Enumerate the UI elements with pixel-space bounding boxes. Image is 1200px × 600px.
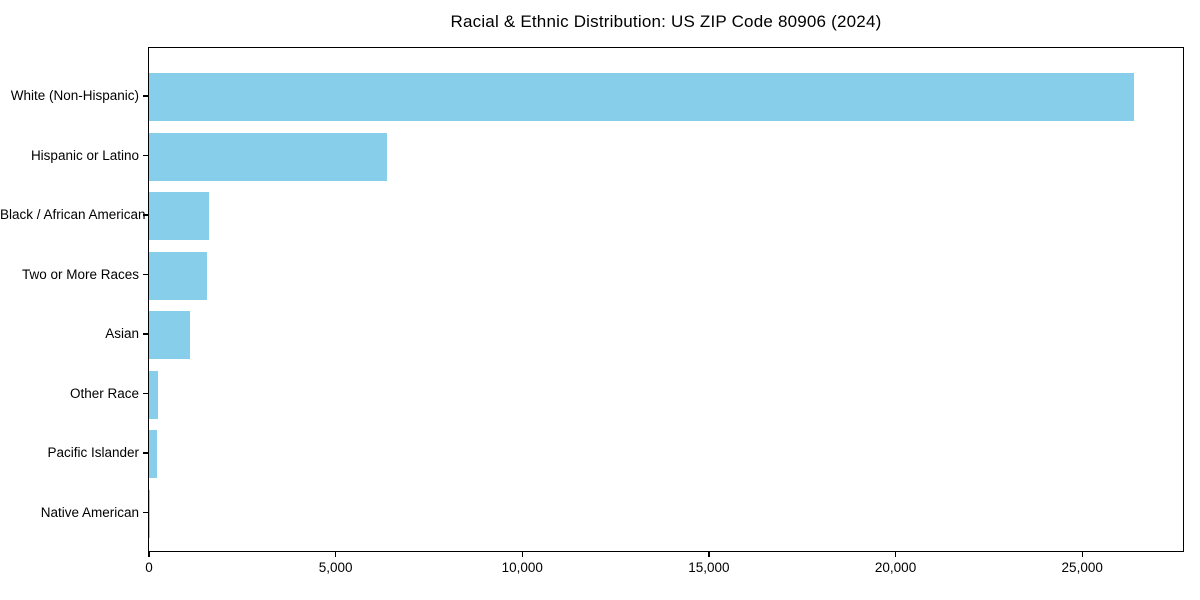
bar [149,370,159,419]
x-tick-label: 20,000 [874,560,917,575]
bar [149,132,388,181]
y-tick-label: Hispanic or Latino [30,147,139,163]
x-tick-label: 25,000 [1061,560,1103,575]
bar [149,430,158,478]
y-tick-label: Pacific Islander [47,445,139,460]
bar [149,192,210,240]
y-tick-label: Black / African American [0,207,146,222]
plot-area [148,47,1184,552]
y-tick-mark [143,452,148,454]
y-tick-mark [143,392,148,395]
x-tick-label: 0 [145,560,153,575]
y-tick-mark [143,273,148,276]
y-tick-label: White (Non-Hispanic) [10,88,139,103]
x-tick-mark [148,552,150,557]
x-tick-label: 5,000 [318,560,353,575]
bar [149,251,208,300]
x-tick-mark [335,552,337,557]
y-tick-mark [143,154,148,157]
x-tick-mark [1081,552,1083,557]
x-tick-label: 15,000 [688,560,730,575]
y-tick-label: Two or More Races [21,266,139,282]
y-tick-label: Native American [40,504,139,520]
bar [149,489,151,538]
x-tick-mark [708,552,710,557]
y-tick-label: Asian [105,326,139,341]
x-tick-label: 10,000 [501,560,543,575]
bar [149,73,1135,121]
chart-title: Racial & Ethnic Distribution: US ZIP Cod… [450,12,882,31]
y-tick-mark [143,511,148,514]
y-tick-mark [143,214,148,216]
y-tick-label: Other Race [69,385,139,401]
y-tick-mark [143,333,148,335]
x-tick-mark [521,552,523,557]
bar [149,311,191,359]
y-tick-mark [143,95,148,97]
x-tick-mark [894,552,897,557]
